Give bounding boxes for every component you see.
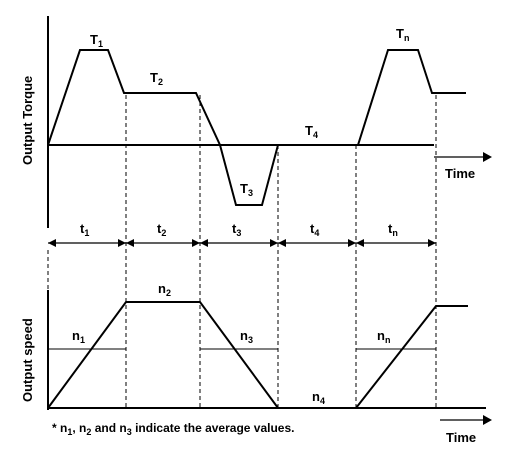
torque-y-axis-label: Output Torque <box>20 76 35 165</box>
torque-chart: T1 T2 T3 T4 Tn Output Torque Time <box>20 16 492 228</box>
torque-time-arrowhead <box>483 152 492 162</box>
speed-time-arrowhead <box>483 415 492 425</box>
interval-label-tn: tn <box>388 221 398 238</box>
torque-label-tn: Tn <box>396 26 409 43</box>
speed-chart: n1 n2 n3 n4 nn Output speed Time <box>20 281 492 445</box>
speed-y-axis-label: Output speed <box>20 318 35 402</box>
interval-label-t2: t2 <box>157 221 166 238</box>
torque-label-t1: T1 <box>90 32 103 49</box>
interval-arrowheads <box>48 239 436 247</box>
speed-profile-line <box>47 301 468 409</box>
torque-x-axis-label: Time <box>445 166 475 181</box>
speed-label-n1: n1 <box>72 328 85 345</box>
speed-label-n4: n4 <box>312 389 325 406</box>
footnote: * n1, n2 and n3 indicate the average val… <box>52 421 294 437</box>
speed-x-axis-label: Time <box>446 430 476 445</box>
speed-label-n2: n2 <box>158 281 171 298</box>
interval-label-t3: t3 <box>232 221 241 238</box>
dashed-guides <box>47 95 437 408</box>
interval-row: t1 t2 t3 t4 tn <box>48 221 436 247</box>
speed-label-n3: n3 <box>240 328 253 345</box>
torque-label-t3: T3 <box>240 181 253 198</box>
interval-label-t1: t1 <box>80 221 89 238</box>
interval-label-t4: t4 <box>310 221 319 238</box>
torque-profile-line <box>47 49 466 206</box>
torque-label-t4: T4 <box>305 123 318 140</box>
torque-label-t2: T2 <box>150 70 163 87</box>
speed-label-nn: nn <box>377 328 390 345</box>
